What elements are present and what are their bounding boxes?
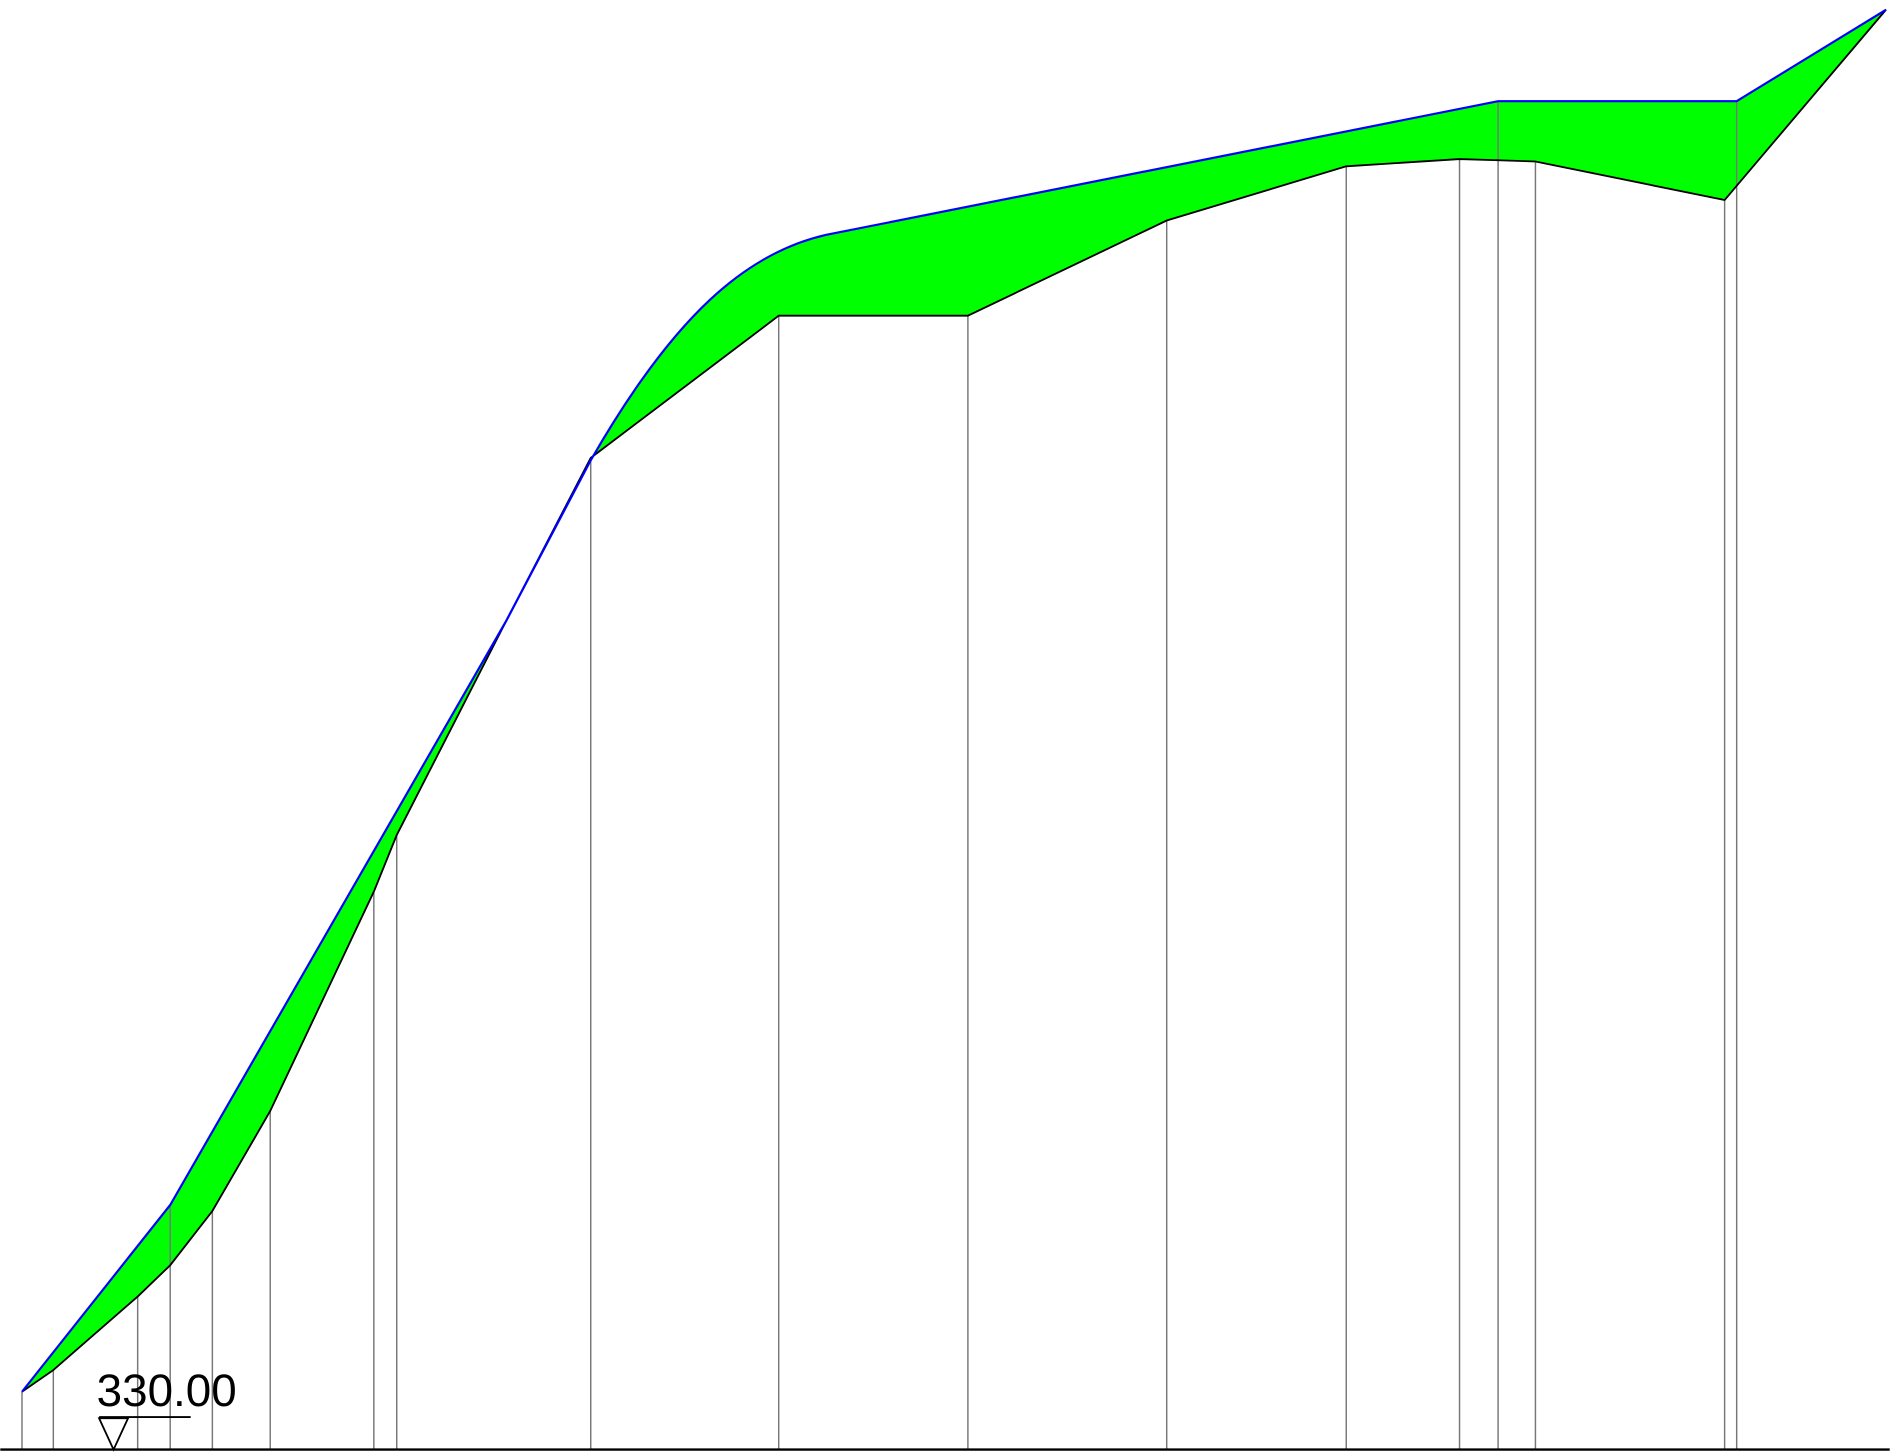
fill-area — [21, 9, 1887, 1392]
design-line — [21, 8, 1887, 1393]
elevation-marker — [97, 1417, 130, 1452]
ground-line — [21, 9, 1887, 1393]
station-lines — [21, 101, 1738, 1450]
elevation-label: 330.00 — [97, 1365, 237, 1416]
